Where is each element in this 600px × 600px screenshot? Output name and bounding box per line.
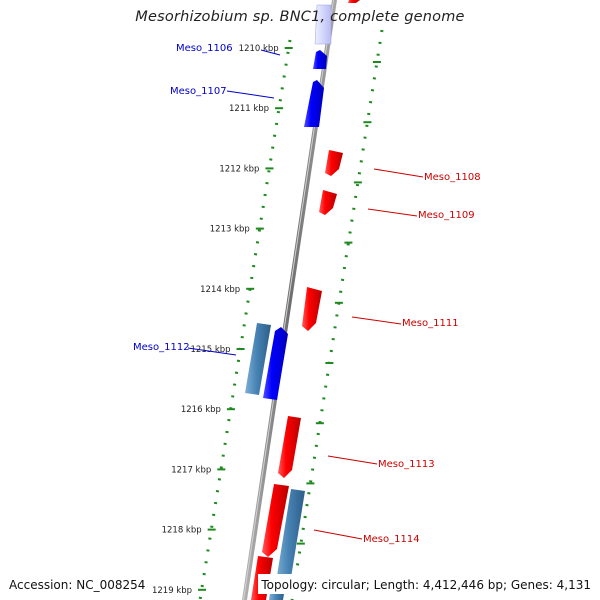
leader-meso-1106 [260, 49, 281, 56]
gene-feature-meso-1108[interactable] [325, 150, 343, 176]
gene-feature-pale[interactable] [314, 4, 332, 45]
kbp-tick-label: 1218 kbp [162, 526, 202, 536]
kbp-tick-label: 1210 kbp [239, 44, 279, 54]
kbp-tick-label: 1216 kbp [181, 405, 221, 415]
kbp-tick-label: 1211 kbp [229, 104, 269, 114]
kbp-tick-label: 1212 kbp [219, 164, 259, 174]
leader-meso-1111 [351, 316, 402, 325]
gene-label-meso-1109[interactable]: Meso_1109 [418, 210, 475, 221]
gene-label-meso-1112[interactable]: Meso_1112 [133, 342, 190, 353]
gene-feature-meso-1112[interactable] [263, 327, 288, 400]
leader-meso-1109 [367, 208, 418, 217]
gene-label-meso-1106[interactable]: Meso_1106 [176, 43, 233, 54]
gene-feature-meso-1106[interactable] [313, 50, 327, 69]
rna-feature-2[interactable] [275, 489, 305, 590]
gene-label-meso-1113[interactable]: Meso_1113 [378, 459, 435, 470]
kbp-tick-labels: 1210 kbp 1211 kbp 1212 kbp 1213 kbp 1214 kbp… [152, 44, 279, 596]
map-title: Mesorhizobium sp. BNC1, complete genome [135, 9, 465, 25]
gene-feature-meso-1114[interactable] [262, 484, 289, 557]
gene-label-meso-1111[interactable]: Meso_1111 [402, 318, 459, 329]
rna-feature-1[interactable] [245, 323, 271, 395]
leader-meso-1108 [373, 168, 424, 178]
kbp-tick-label: 1213 kbp [210, 225, 250, 235]
gene-feature-meso-1107[interactable] [304, 80, 324, 127]
leader-meso-1107 [226, 90, 275, 99]
outer-ring-ticks [198, 47, 381, 591]
gene-feature-meso-1113[interactable] [278, 416, 301, 478]
leader-meso-1112 [187, 347, 237, 356]
outer-dotted-ring [290, 29, 384, 600]
gene-label-meso-1114[interactable]: Meso_1114 [363, 534, 420, 545]
kbp-tick-label: 1217 kbp [171, 465, 211, 475]
gene-label-meso-1108[interactable]: Meso_1108 [424, 172, 481, 183]
leader-meso-1114 [313, 529, 363, 540]
gene-feature-top-red[interactable] [348, 0, 360, 3]
kbp-tick-label: 1219 kbp [152, 586, 192, 596]
kbp-tick-label: 1214 kbp [200, 285, 240, 295]
kbp-tick-label: 1215 kbp [190, 345, 230, 355]
gene-label-meso-1107[interactable]: Meso_1107 [170, 86, 227, 97]
topology-label: Topology: circular; Length: 4,412,446 bp… [258, 574, 600, 594]
leader-meso-1113 [327, 455, 378, 465]
gene-feature-meso-1109[interactable] [319, 190, 337, 215]
gene-feature-meso-1111[interactable] [302, 287, 322, 331]
accession-label: Accession: NC_008254 [0, 574, 150, 594]
